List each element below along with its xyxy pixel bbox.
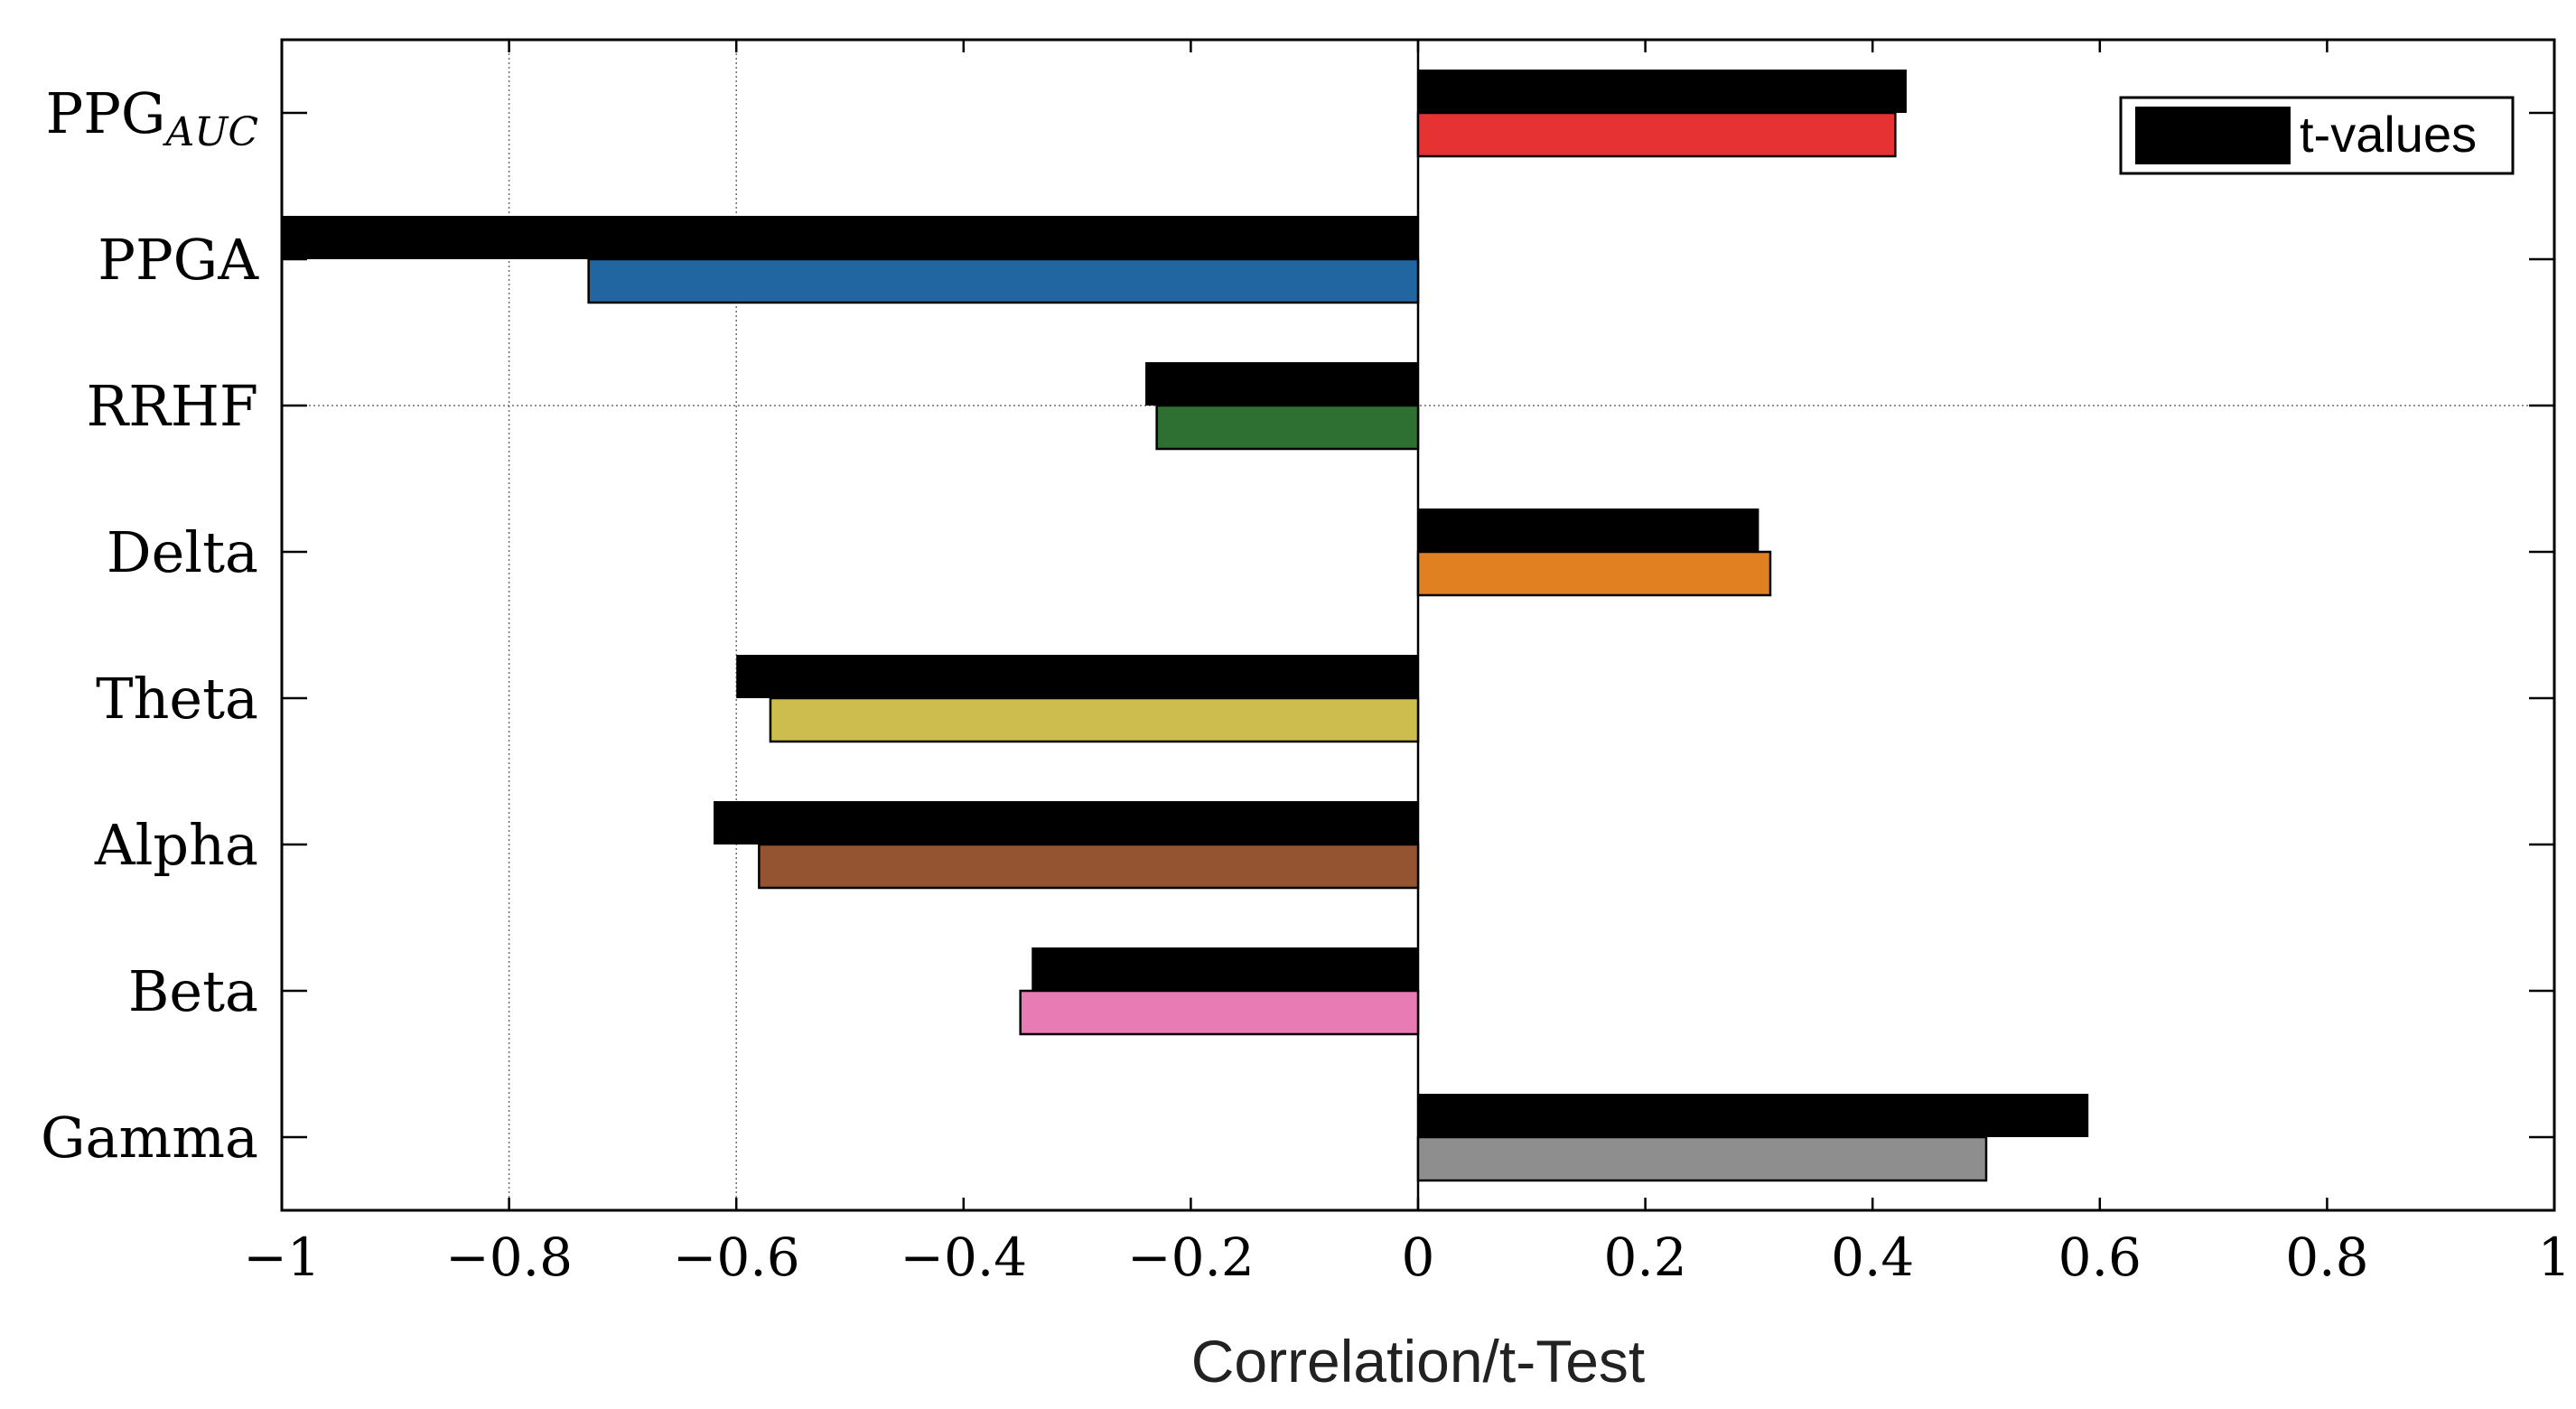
bar-tvalue-theta xyxy=(736,655,1418,698)
category-subscript: AUC xyxy=(162,109,258,155)
bar-correlation-ppga xyxy=(587,257,1420,304)
y-tick-label: Delta xyxy=(107,519,258,585)
bar-correlation-beta xyxy=(1019,989,1420,1036)
y-tick-label: Alpha xyxy=(94,812,258,878)
y-tick-label: PPGA xyxy=(98,227,259,293)
bar-tvalue-rrhf xyxy=(1145,362,1418,406)
x-tick-label: −1 xyxy=(243,1227,321,1288)
bar-tvalue-ppga xyxy=(282,216,1418,259)
x-tick-label: −0.2 xyxy=(1127,1227,1255,1288)
x-axis: −1 −0.8 −0.6 −0.4 −0.2 0 0.2 0.4 0.6 0.8 1 xyxy=(243,40,2571,1288)
x-tick-label: −0.6 xyxy=(673,1227,800,1288)
category-name: Alpha xyxy=(94,812,258,878)
bar-tvalue-beta xyxy=(1031,947,1418,991)
legend: t-values xyxy=(2119,96,2515,175)
x-tick-label: 0.8 xyxy=(2285,1227,2368,1288)
x-tick-label: 0.6 xyxy=(2058,1227,2142,1288)
y-tick-label: Beta xyxy=(128,958,258,1024)
bar-correlation-rrhf xyxy=(1155,404,1420,451)
y-tick-label: Gamma xyxy=(41,1105,258,1171)
y-axis: PPGAUC PPGA RRHF Delta Theta Alpha Beta Gamma xyxy=(41,80,2554,1171)
x-axis-label: Correlation/t-Test xyxy=(1191,1328,1646,1395)
bar-correlation-gamma xyxy=(1416,1135,1988,1182)
category-name: Gamma xyxy=(41,1105,258,1171)
x-tick-label: 0.2 xyxy=(1603,1227,1686,1288)
category-name: Theta xyxy=(96,666,258,732)
bars-group xyxy=(282,70,2089,1182)
x-tick-label: −0.4 xyxy=(900,1227,1027,1288)
y-tick-label: Theta xyxy=(96,666,258,732)
category-name: PPGA xyxy=(98,227,259,293)
bar-correlation-theta xyxy=(769,696,1420,743)
bar-correlation-delta xyxy=(1416,550,1772,597)
category-name: Beta xyxy=(128,958,258,1024)
x-tick-label: 0 xyxy=(1402,1227,1435,1288)
bar-tvalue-ppg-auc xyxy=(1418,70,1907,113)
category-name: Delta xyxy=(107,519,258,585)
legend-label: t-values xyxy=(2300,106,2477,163)
y-tick-label: PPGAUC xyxy=(46,80,259,155)
y-tick-label: RRHF xyxy=(87,373,258,439)
bar-correlation-ppg-auc xyxy=(1416,111,1897,158)
bar-tvalue-gamma xyxy=(1418,1094,2089,1137)
bar-tvalue-delta xyxy=(1418,509,1759,552)
category-name: PPG xyxy=(46,80,166,146)
bar-correlation-alpha xyxy=(758,843,1420,890)
legend-swatch xyxy=(2135,107,2291,164)
x-tick-label: −0.8 xyxy=(445,1227,573,1288)
x-tick-label: 0.4 xyxy=(1831,1227,1914,1288)
bar-tvalue-alpha xyxy=(714,801,1418,844)
x-tick-label: 1 xyxy=(2538,1227,2571,1288)
category-name: RRHF xyxy=(87,373,258,439)
